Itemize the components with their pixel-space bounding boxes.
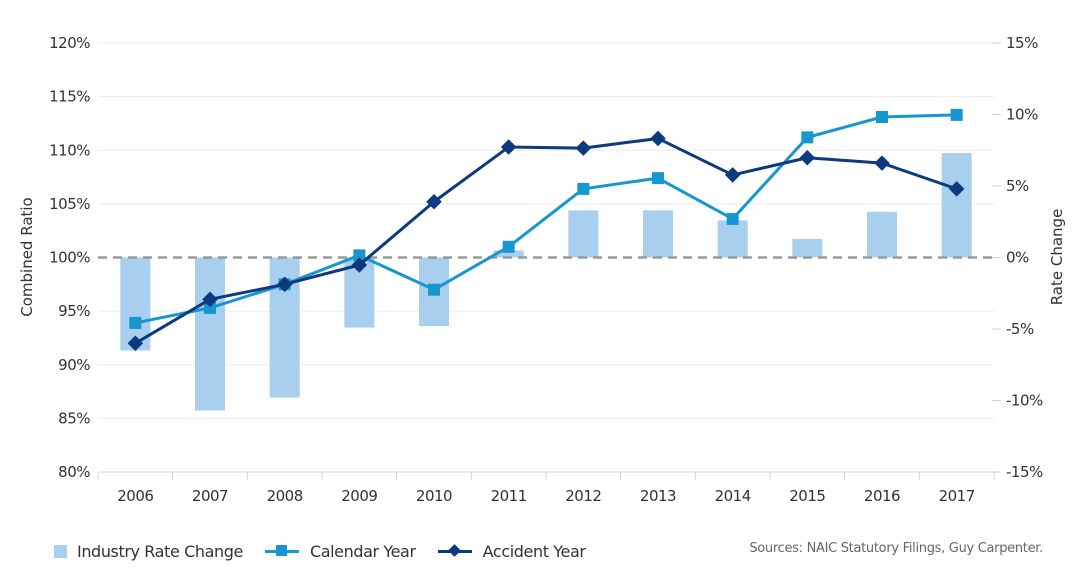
- calendar-year-square-marker: [577, 182, 590, 195]
- accident-year-diamond-marker: [948, 181, 965, 197]
- x-tick-label: 2011: [491, 487, 527, 505]
- calendar-year-square-marker: [950, 108, 963, 121]
- accident-year-diamond-marker: [724, 167, 741, 183]
- y-tick-label: 105%: [49, 195, 90, 213]
- diamond-marker-line-icon: [437, 544, 472, 558]
- rate-change-bar: [792, 238, 823, 258]
- y2-tick-label: 5%: [1006, 177, 1029, 195]
- y-tick-label: 110%: [49, 141, 90, 159]
- x-tick-label: 2016: [864, 487, 900, 505]
- calendar-year-square-marker: [801, 131, 814, 144]
- accident-year-diamond-marker: [202, 291, 218, 308]
- accident-year-diamond-marker: [426, 193, 442, 210]
- calendar-year-square-marker: [502, 240, 515, 253]
- calendar-year-square-marker: [726, 212, 739, 225]
- y2-tick-label: 10%: [1006, 106, 1038, 124]
- y2-tick-label: -10%: [1006, 392, 1043, 410]
- calendar-year-square-marker: [428, 283, 440, 296]
- y2-tick-label: -15%: [1006, 463, 1043, 481]
- legend-item-accident-year: Accident Year: [437, 541, 586, 561]
- accident-year-diamond-marker: [874, 155, 890, 171]
- rate-change-bar: [867, 211, 897, 258]
- legend-label: Industry Rate Change: [77, 541, 243, 561]
- legend-item-calendar-year: Calendar Year: [264, 541, 416, 561]
- y2-axis-title: Rate Change: [1048, 209, 1066, 306]
- square-marker-line-icon: [264, 544, 299, 558]
- y-tick-label: 95%: [58, 302, 90, 320]
- legend-label: Accident Year: [482, 541, 586, 561]
- rate-change-bar: [493, 250, 524, 258]
- y-tick-label: 90%: [58, 356, 90, 374]
- legend-label: Calendar Year: [309, 541, 416, 561]
- x-tick-label: 2012: [565, 487, 601, 505]
- accident-year-diamond-marker: [500, 139, 517, 155]
- rate-change-bar: [568, 210, 599, 258]
- y2-tick-label: -5%: [1006, 320, 1034, 338]
- y2-tick-label: 15%: [1006, 34, 1038, 52]
- rate-change-bar: [195, 257, 225, 411]
- x-tick-label: 2006: [117, 487, 153, 505]
- x-tick-label: 2008: [267, 487, 303, 505]
- calendar-year-square-marker: [876, 111, 888, 124]
- y-tick-label: 120%: [49, 34, 90, 52]
- accident-year-diamond-marker: [799, 149, 816, 166]
- y-tick-label: 85%: [58, 409, 90, 427]
- accident-year-line: [134, 136, 958, 345]
- gridlines: [98, 42, 994, 419]
- rate-change-bar: [941, 153, 972, 258]
- y-tick-label: 115%: [49, 88, 90, 106]
- series-lines: [127, 108, 965, 352]
- y-axis-left: 80% 85% 90% 95% 100% 105% 110% 115% 120%: [49, 34, 91, 481]
- x-axis: 2006 2007 2008 2009 2010 2011 2012 2013 2014 2015…: [97, 471, 995, 505]
- x-tick-label: 2013: [640, 487, 676, 505]
- calendar-year-square-marker: [353, 249, 366, 262]
- legend-item-rate-change: Industry Rate Change: [54, 542, 243, 561]
- rate-change-bar: [643, 210, 673, 258]
- calendar-year-line: [135, 113, 957, 325]
- x-tick-label: 2014: [715, 487, 751, 505]
- accident-year-diamond-marker: [575, 140, 592, 156]
- x-tick-label: 2007: [192, 487, 228, 505]
- y-axis-title: Combined Ratio: [18, 197, 36, 317]
- y-tick-label: 100%: [49, 249, 90, 267]
- rate-change-bar: [120, 257, 151, 351]
- calendar-year-square-marker: [129, 316, 142, 329]
- y-tick-label: 80%: [58, 463, 90, 481]
- rate-change-bar: [717, 220, 748, 258]
- x-tick-label: 2015: [789, 487, 825, 505]
- calendar-year-square-marker: [652, 172, 664, 185]
- x-tick-label: 2009: [341, 487, 377, 505]
- rate-change-bars: [120, 153, 972, 411]
- legend: Industry Rate Change Calendar Year Accid…: [54, 538, 608, 564]
- x-tick-label: 2017: [939, 487, 975, 505]
- y2-tick-label: 0%: [1006, 249, 1029, 267]
- accident-year-diamond-marker: [650, 130, 666, 147]
- x-tick-label: 2010: [416, 487, 452, 505]
- source-note: Sources: NAIC Statutory Filings, Guy Car…: [749, 541, 1043, 556]
- accident-year-diamond-marker: [127, 335, 144, 352]
- bar-swatch-icon: [54, 544, 67, 558]
- y-axis-right: -15% -10% -5% 0% 5% 10% 15%: [992, 34, 1043, 481]
- calendar-year-square-marker: [204, 301, 216, 314]
